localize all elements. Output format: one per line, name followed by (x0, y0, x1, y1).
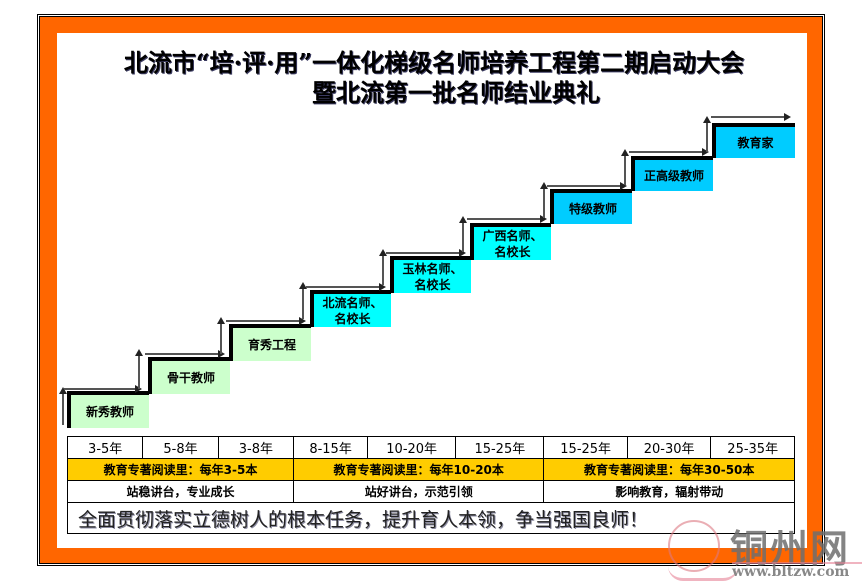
step-label-line1: 北流名师、 (322, 295, 383, 310)
stage-cell: 影响教育，辐射带动 (543, 480, 795, 503)
year-cell: 15-25年 (543, 436, 628, 459)
step-label-line1: 广西名师、 (482, 228, 543, 243)
up-arrow-icon (540, 182, 548, 218)
step-3: 育秀工程 (229, 324, 311, 361)
right-arrow-icon (711, 113, 791, 121)
step-label: 特级教师 (568, 201, 617, 216)
year-cell: 3-8年 (217, 436, 295, 459)
right-arrow-icon (629, 148, 709, 156)
step-8: 正高级教师 (631, 156, 713, 191)
up-arrow-icon (135, 349, 143, 389)
right-arrow-icon (145, 350, 225, 358)
reading-row: 教育专著阅读里：每年3-5本 教育专著阅读里：每年10-20本 教育专著阅读里：… (66, 458, 795, 481)
up-arrow-icon (459, 216, 467, 252)
reading-cell: 教育专著阅读里：每年30-50本 (543, 458, 795, 481)
step-label: 新秀教师 (85, 404, 134, 419)
right-arrow-icon (226, 317, 306, 325)
right-arrow-icon (547, 182, 627, 190)
right-arrow-icon (467, 215, 547, 223)
step-2: 骨干教师 (148, 357, 230, 394)
year-cell: 3-5年 (66, 436, 144, 459)
up-arrow-icon (621, 149, 629, 185)
seal-logo-icon (668, 520, 720, 572)
up-arrow-icon (59, 387, 67, 425)
ribbon-icon (668, 566, 738, 581)
stage-row: 站稳讲台，专业成长 站好讲台，示范引领 影响教育，辐射带动 (66, 480, 795, 503)
step-9: 教育家 (712, 123, 795, 158)
step-label-line2: 名校长 (334, 311, 371, 326)
step-label: 骨干教师 (166, 370, 215, 385)
year-cell: 10-20年 (367, 436, 457, 459)
right-arrow-icon (64, 385, 142, 393)
watermark-divider (732, 562, 862, 564)
step-label-line2: 名校长 (414, 277, 451, 292)
step-7: 特级教师 (550, 189, 632, 224)
step-4: 北流名师、 名校长 (310, 290, 391, 327)
year-cell: 25-35年 (710, 436, 795, 459)
info-table: 3-5年 5-8年 3-8年 8-15年 10-20年 15-25年 15-25… (66, 436, 795, 534)
step-6: 广西名师、 名校长 (470, 223, 551, 260)
year-cell: 15-25年 (455, 436, 545, 459)
step-5: 玉林名师、 名校长 (390, 256, 471, 293)
up-arrow-icon (299, 282, 307, 319)
right-arrow-icon (306, 283, 386, 291)
title-line-2: 暨北流第一批名师结业典礼 (312, 78, 600, 107)
up-arrow-icon (703, 116, 711, 152)
stage-cell: 站稳讲台，专业成长 (66, 480, 295, 503)
step-label-line2: 名校长 (494, 244, 531, 259)
step-label: 正高级教师 (643, 168, 704, 183)
year-cell: 8-15年 (293, 436, 369, 459)
title-line-1: 北流市“培·评·用”一体化梯级名师培养工程第二期启动大会 (123, 48, 745, 77)
stage-cell: 站好讲台，示范引领 (293, 480, 545, 503)
year-cell: 20-30年 (626, 436, 712, 459)
reading-cell: 教育专著阅读里：每年10-20本 (293, 458, 545, 481)
up-arrow-icon (217, 317, 225, 354)
step-label-line1: 玉林名师、 (402, 261, 463, 276)
watermark: 铜州网 www.bltzw.com (668, 520, 865, 584)
year-cell: 5-8年 (142, 436, 219, 459)
right-arrow-icon (386, 249, 466, 257)
outer-frame-border (37, 14, 825, 566)
up-arrow-icon (379, 249, 387, 285)
watermark-url: www.bltzw.com (732, 564, 850, 580)
step-1: 新秀教师 (67, 391, 149, 428)
step-label: 教育家 (737, 135, 774, 150)
reading-cell: 教育专著阅读里：每年3-5本 (66, 458, 295, 481)
years-row: 3-5年 5-8年 3-8年 8-15年 10-20年 15-25年 15-25… (66, 436, 795, 459)
step-label: 育秀工程 (247, 337, 296, 352)
